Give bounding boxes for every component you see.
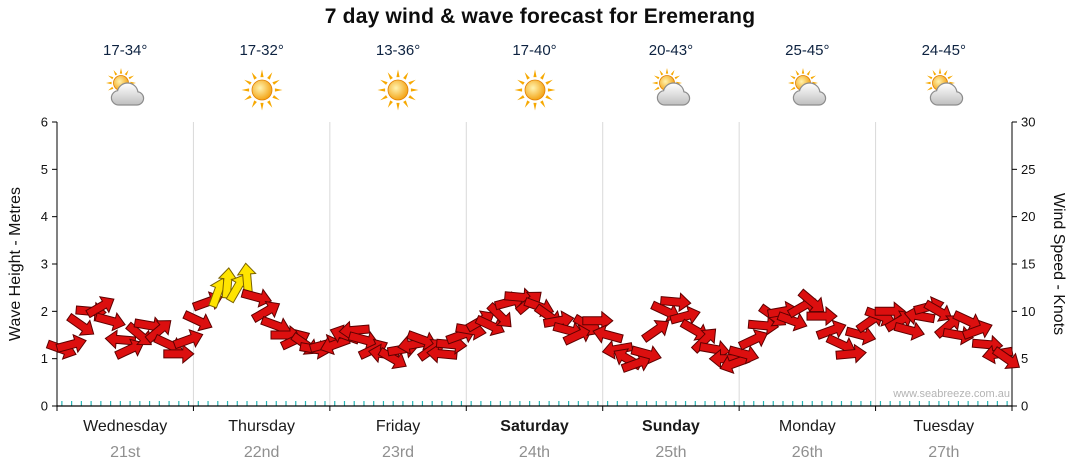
wind-arrow	[659, 292, 692, 313]
axis-tick-labels: 0 1 2 3 4 5 6 0 5 10 15 20 25 30	[41, 115, 1036, 414]
day-name-label: Monday	[778, 418, 836, 435]
day-name-label: Wednesday	[83, 418, 168, 435]
wind-arrow	[66, 312, 95, 336]
wind-arrow-strong	[236, 262, 257, 295]
wind-arrow	[474, 314, 505, 337]
wind-arrow	[893, 321, 925, 341]
wind-arrow	[620, 352, 652, 373]
wind-arrow	[933, 315, 961, 339]
cloud-shape	[793, 82, 827, 106]
day-date-label: 23rd	[382, 444, 415, 461]
sun-rays	[514, 69, 555, 111]
wave-height-tick: 4	[41, 209, 48, 224]
wind-arrow	[125, 321, 152, 346]
sun-cloud-icon	[784, 68, 830, 114]
wind-arrows	[45, 262, 1021, 375]
wind-arrow	[669, 305, 701, 325]
day-name-label: Friday	[375, 418, 421, 435]
wind-arrow	[172, 329, 204, 350]
wind-arrow	[991, 346, 1021, 369]
sun-cloud-icon	[648, 68, 694, 114]
wind-arrow	[114, 338, 145, 360]
wave-height-tick: 0	[41, 399, 48, 414]
wind-arrow	[601, 339, 634, 360]
wind-speed-tick: 20	[1021, 209, 1035, 224]
wind-arrow	[542, 310, 575, 331]
day-date-label: 27th	[928, 444, 960, 461]
day-date-label: 25th	[655, 444, 687, 461]
wind-arrow	[144, 320, 172, 344]
day-temperature-range: 17-40°	[512, 42, 557, 59]
day-date-label: 21st	[110, 444, 141, 461]
wind-arrow	[55, 333, 87, 354]
wave-height-tick: 5	[41, 162, 48, 177]
wind-speed-tick: 5	[1021, 351, 1028, 366]
wind-arrow	[776, 311, 808, 332]
day-date-label: 26th	[791, 444, 823, 461]
wind-arrow	[592, 324, 624, 344]
watermark: www.seabreeze.com.au	[893, 388, 1010, 400]
wind-arrow	[641, 320, 670, 343]
wind-speed-tick: 30	[1021, 115, 1035, 130]
wind-arrow	[806, 306, 838, 327]
day-temperature-range: 17-34°	[103, 42, 148, 59]
sun-cloud-icon	[921, 68, 967, 114]
day-gridlines	[192, 122, 877, 406]
wind-arrow	[630, 345, 662, 365]
day-temperature-range: 17-32°	[239, 42, 284, 59]
sun-rays	[241, 69, 283, 111]
day-date-label: 22nd	[243, 444, 280, 461]
wind-arrow	[923, 299, 953, 322]
cloud-shape	[111, 82, 145, 106]
wind-arrow	[737, 329, 769, 351]
sun-cloud-icon	[102, 68, 148, 114]
wind-arrow	[104, 329, 137, 350]
chart-title: 7 day wind & wave forecast for Eremerang	[324, 5, 756, 28]
sun-icon	[512, 68, 558, 114]
wind-arrow	[163, 343, 195, 364]
wind-speed-tick: 25	[1021, 162, 1035, 177]
wind-arrow	[797, 288, 825, 313]
wave-height-tick: 1	[41, 351, 48, 366]
wind-arrow	[961, 319, 993, 340]
wind-arrow	[240, 288, 273, 308]
wind-speed-tick: 10	[1021, 304, 1035, 319]
axes	[52, 121, 1017, 411]
wind-arrow	[377, 347, 407, 370]
day-name-label: Thursday	[228, 418, 295, 435]
wave-height-tick: 6	[41, 115, 48, 130]
wind-arrow	[835, 343, 867, 364]
cloud-shape	[929, 82, 963, 106]
day-name-label: Saturday	[500, 418, 569, 435]
wind-arrow	[94, 311, 126, 332]
day-temperature-range: 13-36°	[375, 42, 421, 59]
wind-arrow	[747, 315, 780, 336]
sun-rays	[377, 69, 419, 111]
wind-arrow	[815, 319, 847, 340]
day-temperature-range: 24-45°	[921, 42, 966, 59]
baseline-minor-ticks	[61, 401, 1008, 406]
wind-arrow	[844, 326, 877, 346]
wind-arrow	[903, 305, 936, 326]
wind-arrow	[727, 345, 760, 365]
wind-speed-tick: 0	[1021, 399, 1028, 414]
wave-height-tick: 3	[41, 257, 48, 272]
cloud-shape	[656, 82, 691, 106]
sun-icon	[239, 68, 285, 114]
day-temperature-range: 25-45°	[785, 42, 830, 59]
wind-arrow	[182, 310, 213, 332]
wind-arrow	[426, 343, 458, 364]
wind-arrow	[486, 301, 512, 328]
day-temperature-range: 20-43°	[648, 42, 694, 59]
sun-icon	[375, 68, 421, 114]
day-name-label: Tuesday	[913, 418, 975, 435]
wind-arrow	[85, 296, 115, 319]
day-date-label: 24th	[518, 444, 551, 461]
day-name-label: Sunday	[642, 418, 700, 435]
wind-speed-tick: 15	[1021, 257, 1035, 272]
wave-height-tick: 2	[41, 304, 48, 319]
wind-arrow	[250, 300, 281, 323]
